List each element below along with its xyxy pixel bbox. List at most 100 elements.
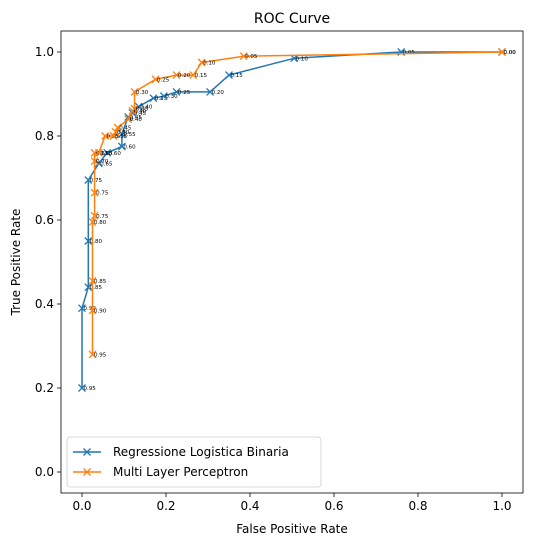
y-axis-title: True Positive Rate xyxy=(9,209,23,317)
data-point xyxy=(101,132,110,140)
x-tick-label: 0.2 xyxy=(156,499,175,513)
data-point xyxy=(88,306,97,315)
y-tick-label: 0.6 xyxy=(35,213,54,227)
data-point xyxy=(498,48,506,56)
point-threshold-label: 0.90 xyxy=(84,306,97,312)
y-axis: 0.0 0.2 0.4 0.6 0.8 1.0 xyxy=(35,45,61,479)
legend-label-mlp: Multi Layer Perceptron xyxy=(113,465,248,479)
legend: Regressione Logistica Binaria Multi Laye… xyxy=(66,436,322,488)
x-tick-label: 0.6 xyxy=(324,499,343,513)
point-threshold-label: 0.20 xyxy=(178,73,191,79)
data-point xyxy=(88,276,97,285)
point-threshold-label: 0.45 xyxy=(134,111,147,117)
axes-frame xyxy=(60,30,524,494)
data-point xyxy=(78,304,86,313)
data-point xyxy=(117,129,126,138)
chart-title: ROC Curve xyxy=(254,11,330,27)
point-threshold-label: 0.25 xyxy=(157,77,170,83)
point-threshold-label: 0.05 xyxy=(245,54,258,60)
point-threshold-label: 0.25 xyxy=(178,90,191,96)
point-threshold-label: 0.40 xyxy=(134,109,147,115)
point-threshold-label: 0.80 xyxy=(94,220,107,226)
point-threshold-label: 0.60 xyxy=(109,151,122,157)
plot-area: 0.950.900.850.800.750.650.600.600.550.45… xyxy=(78,48,517,392)
data-point xyxy=(84,283,93,292)
point-threshold-label: 0.60 xyxy=(123,145,136,151)
point-threshold-label: 0.30 xyxy=(136,90,149,96)
data-point xyxy=(90,157,99,166)
point-threshold-label: 0.10 xyxy=(296,56,309,62)
data-point xyxy=(88,350,97,359)
data-point xyxy=(111,127,120,136)
data-point xyxy=(90,211,99,220)
point-threshold-label: 0.95 xyxy=(94,352,107,358)
data-point xyxy=(172,87,181,96)
series-line-logistic xyxy=(81,51,502,388)
point-threshold-label: 0.35 xyxy=(136,107,149,113)
data-point xyxy=(124,115,133,124)
point-threshold-label: 0.95 xyxy=(84,386,97,392)
data-point xyxy=(189,71,198,80)
data-point xyxy=(78,384,86,392)
point-threshold-label: 0.45 xyxy=(130,115,143,121)
legend-box xyxy=(66,436,322,488)
x-axis-title: False Positive Rate xyxy=(236,522,348,536)
data-point xyxy=(130,104,139,113)
point-threshold-label: 0.85 xyxy=(90,285,103,291)
point-threshold-label: 0.15 xyxy=(195,73,208,79)
legend-label-logistic: Regressione Logistica Binaria xyxy=(113,445,289,459)
x-tick-label: 0.0 xyxy=(72,499,91,513)
point-threshold-label: 0.00 xyxy=(504,50,517,56)
data-point xyxy=(84,237,93,245)
y-tick-label: 0.8 xyxy=(35,129,54,143)
x-tick-label: 1.0 xyxy=(492,499,511,513)
data-point xyxy=(239,52,248,61)
data-point xyxy=(159,92,168,101)
series-mlp: 0.950.900.850.800.750.750.700.650.650.55… xyxy=(88,48,517,359)
point-threshold-label: 0.55 xyxy=(123,132,136,138)
x-axis: 0.0 0.2 0.4 0.6 0.8 1.0 xyxy=(72,493,512,513)
data-point xyxy=(109,132,118,140)
y-tick-label: 0.0 xyxy=(35,465,54,479)
point-threshold-label: 0.15 xyxy=(231,73,244,79)
point-threshold-label: 0.50 xyxy=(117,130,130,136)
data-point xyxy=(94,148,103,157)
data-point xyxy=(117,142,126,151)
data-point xyxy=(225,71,233,80)
legend-marker-logistic xyxy=(83,448,91,456)
data-point xyxy=(130,87,139,96)
series-logistic: 0.950.900.850.800.750.650.600.600.550.45… xyxy=(78,48,517,392)
point-threshold-label: 0.10 xyxy=(203,61,216,67)
point-threshold-label: 0.65 xyxy=(100,151,113,157)
point-threshold-label: 0.40 xyxy=(140,105,153,111)
point-threshold-label: 0.45 xyxy=(119,126,132,132)
point-threshold-label: 0.55 xyxy=(115,134,128,140)
point-threshold-label: 0.75 xyxy=(96,191,109,197)
x-tick-label: 0.8 xyxy=(408,499,427,513)
point-threshold-label: 0.65 xyxy=(100,161,113,167)
x-tick-label: 0.4 xyxy=(240,499,259,513)
y-tick-label: 0.4 xyxy=(35,297,54,311)
data-point xyxy=(151,75,160,84)
point-threshold-label: 0.70 xyxy=(96,159,109,165)
y-tick-label: 0.2 xyxy=(35,381,54,395)
data-point xyxy=(134,102,143,111)
point-threshold-label: 0.40 xyxy=(130,117,143,123)
data-point xyxy=(90,188,99,197)
point-threshold-label: 0.85 xyxy=(94,279,107,285)
data-point xyxy=(197,58,206,67)
point-threshold-label: 0.00 xyxy=(504,50,517,56)
data-point xyxy=(149,94,158,103)
point-threshold-label: 0.80 xyxy=(90,239,103,245)
data-point xyxy=(94,159,103,168)
point-threshold-label: 0.65 xyxy=(96,151,109,157)
point-threshold-label: 0.20 xyxy=(212,90,225,96)
legend-marker-mlp xyxy=(83,468,91,476)
point-threshold-label: 0.75 xyxy=(90,178,103,184)
data-point xyxy=(88,218,97,227)
data-point xyxy=(84,176,93,185)
point-threshold-label: 0.75 xyxy=(96,214,109,220)
y-tick-label: 1.0 xyxy=(35,45,54,59)
point-threshold-label: 0.30 xyxy=(165,94,178,100)
